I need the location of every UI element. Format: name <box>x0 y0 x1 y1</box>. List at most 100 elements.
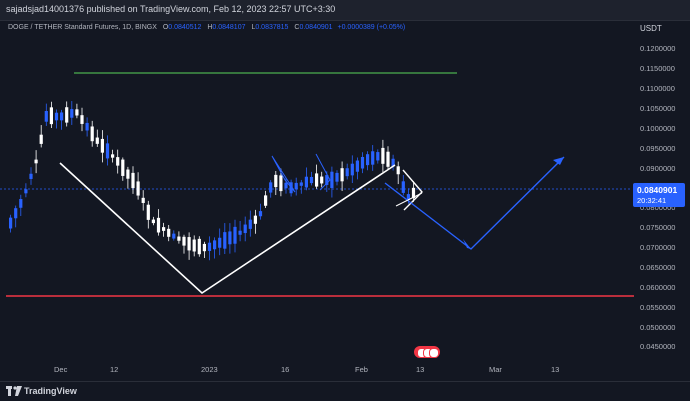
candle-body <box>151 219 155 224</box>
low-label: L <box>251 24 256 31</box>
publish-info: sajadsjad14001376 published on TradingVi… <box>6 4 336 14</box>
candle-body <box>121 159 125 176</box>
price-tick: 0.0650000 <box>640 263 676 272</box>
candle-body <box>376 152 380 161</box>
price-tick: 0.0450000 <box>640 342 676 351</box>
currency-label: USDT <box>640 24 662 33</box>
price-tick: 0.1200000 <box>640 44 676 53</box>
price-tick: 0.0750000 <box>640 223 676 232</box>
candle-body <box>116 157 120 166</box>
price-tick: 0.1050000 <box>640 104 676 113</box>
time-tick: Feb <box>355 365 368 374</box>
candle-body <box>355 160 359 172</box>
candle-body <box>325 175 329 185</box>
candle-body <box>320 176 324 184</box>
triangle-pattern-2 <box>315 153 331 191</box>
candle-body <box>233 226 237 244</box>
candle-body <box>105 143 110 159</box>
candle-body <box>304 176 308 188</box>
candle-body <box>202 243 206 252</box>
events-flag-icon[interactable] <box>414 346 440 358</box>
candle-body <box>70 109 74 118</box>
candle-body <box>192 239 196 252</box>
candle-body <box>309 176 314 184</box>
price-chart[interactable] <box>0 20 690 380</box>
candle-body <box>243 224 247 234</box>
candle-body <box>146 204 150 220</box>
candle-body <box>223 232 227 249</box>
candle-body <box>49 107 53 125</box>
candle-body <box>366 154 370 166</box>
price-tick: 0.1000000 <box>640 124 676 133</box>
candle-body <box>299 182 303 186</box>
price-tick: 0.0550000 <box>640 303 676 312</box>
candle-body <box>167 228 171 237</box>
triangle-pattern-3 <box>402 169 423 211</box>
retest-arrow <box>395 192 423 207</box>
candle-body <box>391 158 395 167</box>
price-tick: 0.0600000 <box>640 283 676 292</box>
candle-body <box>141 197 145 203</box>
time-tick: 16 <box>281 365 290 374</box>
candle-body <box>406 194 410 200</box>
brand-name[interactable]: TradingView <box>24 386 77 396</box>
candle-body <box>279 175 283 192</box>
time-tick: 13 <box>416 365 425 374</box>
low-value: 0.0837815 <box>255 24 289 31</box>
candle-body <box>294 182 298 190</box>
candle-body <box>213 240 217 250</box>
price-tick: 0.1150000 <box>640 64 675 73</box>
open-value: 0.0840512 <box>168 24 202 31</box>
symbol-legend: DOGE / TETHER Standard Futures, 1D, BING… <box>8 24 405 31</box>
last-price-value: 0.0840901 <box>637 185 678 195</box>
candle-body <box>258 211 263 217</box>
candle-body <box>44 110 48 122</box>
candle-body <box>396 166 400 175</box>
candle-body <box>60 112 64 121</box>
candle-body <box>228 231 232 245</box>
open-label: O <box>162 24 169 31</box>
close-value: 0.0840901 <box>299 24 333 31</box>
candle-body <box>14 208 18 219</box>
candle-body <box>136 181 140 196</box>
price-tick: 0.1100000 <box>640 84 675 93</box>
last-price-badge: 0.0840901 20:32:41 <box>633 183 685 207</box>
candle-body <box>177 236 181 241</box>
candle-body <box>360 156 365 169</box>
high-value: 0.0848107 <box>212 24 246 31</box>
candle-body <box>371 151 375 165</box>
candle-body <box>95 137 99 144</box>
triangle-pattern-1 <box>271 155 296 193</box>
candle-body <box>182 236 186 246</box>
candle-body <box>9 217 13 229</box>
candle-body <box>401 181 405 193</box>
candle-body <box>197 238 201 255</box>
candle-body <box>218 237 222 248</box>
candle-body <box>381 147 385 164</box>
candle-body <box>156 217 161 233</box>
candle-body <box>253 215 257 224</box>
footer-bar: TradingView <box>0 381 690 401</box>
bar-countdown: 20:32:41 <box>637 196 667 205</box>
projection-path <box>384 156 565 250</box>
candle-body <box>85 122 89 131</box>
candle-body <box>264 195 268 206</box>
candle-body <box>238 230 242 235</box>
candlestick-series <box>9 101 416 261</box>
projection-arrowhead-up <box>553 157 564 165</box>
candle-body <box>248 219 252 229</box>
candle-body <box>274 174 278 188</box>
publish-header: sajadsjad14001376 published on TradingVi… <box>0 0 690 21</box>
price-tick: 0.0950000 <box>640 144 676 153</box>
candle-body <box>162 227 166 231</box>
tradingview-logo-icon[interactable] <box>6 386 22 396</box>
price-tick: 0.0500000 <box>640 323 676 332</box>
candle-body <box>411 187 416 199</box>
candle-body <box>335 172 339 182</box>
candle-body <box>29 173 33 179</box>
time-tick: Mar <box>489 365 502 374</box>
candle-body <box>172 233 176 239</box>
candle-body <box>187 237 191 251</box>
candle-body <box>34 159 38 164</box>
candle-body <box>39 134 43 144</box>
